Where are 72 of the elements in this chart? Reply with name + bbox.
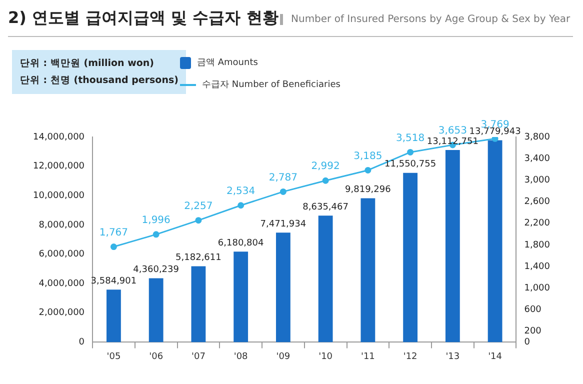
chart-title: 2) 연도별 급여지급액 및 수급자 현황 bbox=[8, 8, 278, 29]
point bbox=[152, 231, 160, 238]
y-tick-label: 12,000,000 bbox=[33, 162, 85, 172]
point bbox=[364, 166, 372, 174]
legend-label: 수급자 Number of Beneficiaries bbox=[201, 79, 340, 92]
y2-tick-label: 3,000 bbox=[524, 176, 550, 186]
data-label: 2,257 bbox=[184, 200, 213, 212]
y2-tick-label: 2,200 bbox=[524, 218, 550, 229]
y-tick-label: 14,000,000 bbox=[33, 132, 85, 142]
data-label: 3,584,901 bbox=[90, 276, 137, 286]
data-label: 6,180,804 bbox=[218, 238, 264, 248]
data-label: 4,360,239 bbox=[133, 265, 180, 276]
data-label: 2,534 bbox=[226, 186, 256, 197]
y-tick-label: 0 bbox=[78, 338, 85, 348]
legend-label: 금액 Amounts bbox=[196, 57, 259, 70]
point bbox=[407, 148, 414, 156]
data-label: 2,787 bbox=[268, 172, 298, 184]
point bbox=[322, 177, 329, 184]
y-tick-label: 8,000,000 bbox=[38, 220, 85, 230]
data-label: 1,996 bbox=[142, 215, 170, 226]
data-label: 8,635,467 bbox=[302, 202, 348, 212]
text: 단위 : 백만원 (million won) bbox=[20, 57, 155, 71]
y2-tick-label: 0 bbox=[524, 338, 530, 348]
bar bbox=[234, 252, 248, 342]
bar bbox=[191, 266, 206, 342]
x-tick-label: '12 bbox=[403, 352, 418, 362]
data-label: 3,653 bbox=[438, 126, 467, 137]
text: 단위 : 천명 (thousand persons) bbox=[20, 74, 178, 88]
bar bbox=[445, 150, 460, 342]
y2-tick-label: 2,600 bbox=[524, 197, 550, 208]
point bbox=[492, 137, 498, 142]
bar bbox=[318, 216, 333, 342]
y-tick-label: 4,000,000 bbox=[38, 278, 85, 289]
bar bbox=[488, 140, 502, 342]
data-label: 7,471,934 bbox=[260, 220, 306, 230]
y2-tick-label: 1,800 bbox=[524, 240, 550, 250]
data-label: 2,992 bbox=[311, 161, 340, 172]
point bbox=[195, 217, 202, 224]
bar bbox=[403, 172, 418, 342]
y2-tick-label: 600 bbox=[524, 305, 542, 316]
data-label: 11,550,755 bbox=[384, 160, 436, 170]
y2-tick-label: 3,800 bbox=[524, 132, 550, 142]
point bbox=[238, 202, 244, 209]
x-tick-label: '06 bbox=[149, 352, 164, 362]
bar bbox=[106, 290, 121, 342]
bar bbox=[276, 232, 290, 342]
data-label: 3,518 bbox=[396, 132, 425, 144]
x-tick-label: '13 bbox=[446, 352, 460, 362]
y-tick-label: 2,000,000 bbox=[38, 308, 85, 318]
y-tick-label: 10,000,000 bbox=[33, 190, 85, 201]
data-label: 3,185 bbox=[354, 150, 382, 162]
x-tick-label: '10 bbox=[318, 352, 333, 362]
x-tick-label: '09 bbox=[276, 352, 290, 362]
data-label: 1,767 bbox=[99, 227, 128, 238]
y-tick-label: 6,000,000 bbox=[38, 250, 85, 260]
y2-tick-label: 1,000 bbox=[524, 284, 550, 294]
x-tick-label: '05 bbox=[106, 352, 121, 362]
y2-tick-label: 200 bbox=[524, 326, 542, 337]
point bbox=[110, 244, 117, 250]
bar bbox=[360, 198, 376, 342]
x-tick-label: '11 bbox=[360, 352, 375, 362]
point bbox=[280, 188, 286, 195]
x-tick-label: '08 bbox=[234, 352, 248, 362]
data-label: 5,182,611 bbox=[176, 253, 222, 264]
y2-tick-label: 1,400 bbox=[524, 262, 550, 272]
data-label: 13,112,751 bbox=[426, 136, 478, 147]
x-tick-label: '07 bbox=[191, 352, 206, 362]
chart-subtitle: Number of Insured Persons by Age Group & Sex by Year bbox=[280, 14, 570, 25]
y2-tick-label: 3,400 bbox=[524, 154, 550, 164]
x-tick-label: '14 bbox=[488, 352, 502, 362]
data-label: 9,819,296 bbox=[345, 185, 392, 196]
bar bbox=[148, 278, 164, 342]
